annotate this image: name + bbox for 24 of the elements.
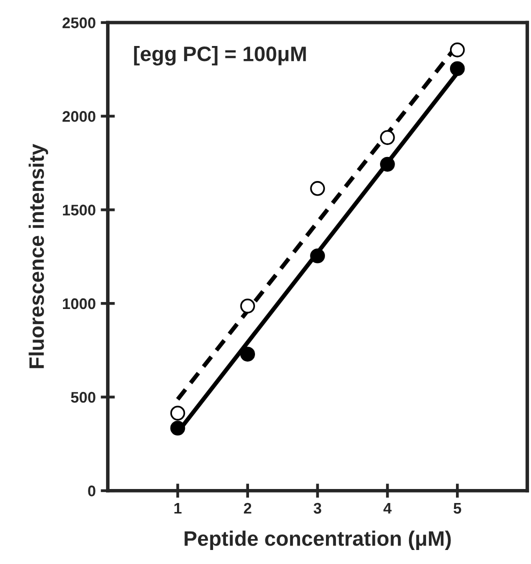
y-axis-title: Fluorescence intensity — [28, 144, 48, 368]
x-tick-label: 3 — [314, 502, 322, 514]
point — [310, 248, 325, 264]
point — [380, 156, 395, 172]
x-tick-label: 4 — [383, 503, 392, 514]
point — [450, 61, 465, 76]
y-tick-label: 2500 — [62, 17, 96, 28]
point — [240, 346, 256, 362]
y-tick-label: 2000 — [62, 111, 96, 122]
point — [170, 420, 186, 436]
point — [450, 42, 465, 58]
point — [240, 298, 256, 314]
point — [170, 406, 186, 421]
point — [380, 130, 395, 145]
y-tick-label: 1500 — [62, 204, 96, 216]
point — [310, 181, 325, 196]
x-tick-label: 1 — [174, 503, 182, 514]
annotation: [egg PC] = 100μM — [134, 46, 306, 66]
x-tick-label: 2 — [244, 502, 252, 514]
y-tick-label: 0 — [88, 486, 96, 496]
y-tick-label: 1000 — [62, 298, 96, 310]
y-tick-label: 500 — [70, 392, 96, 403]
x-tick-label: 5 — [454, 503, 462, 514]
x-axis-title: Peptide concentration (μM) — [184, 530, 451, 550]
